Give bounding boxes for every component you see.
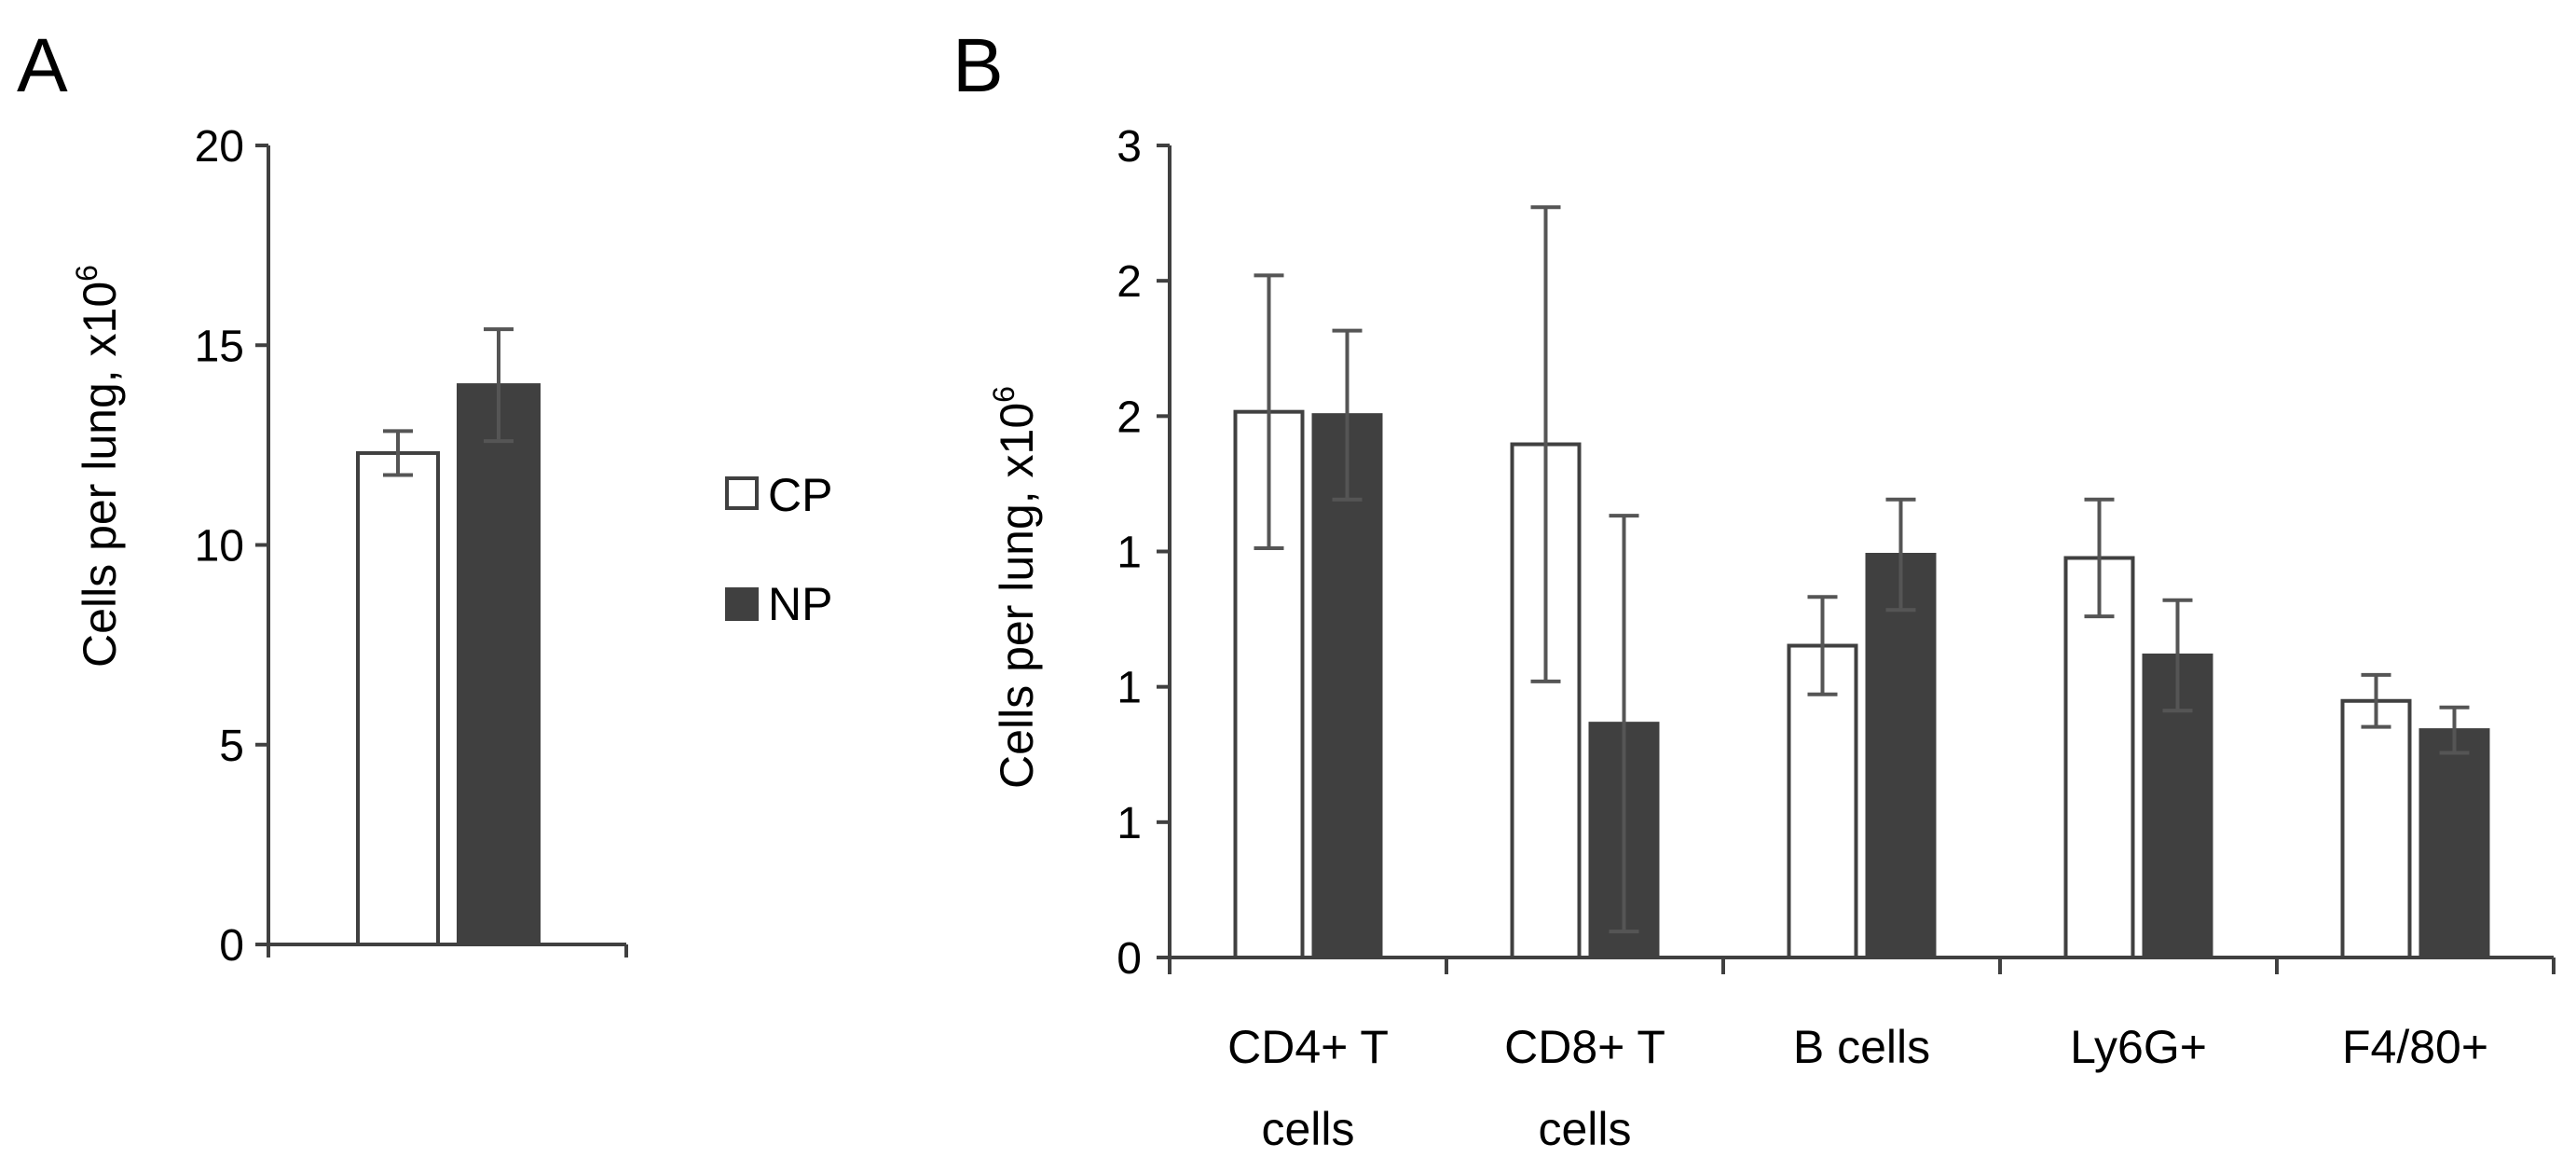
- chart-a-y-tick-label: 0: [219, 921, 244, 971]
- chart-a-y-tick-label: 15: [195, 322, 244, 371]
- chart-b-bar-np: [1311, 413, 1383, 959]
- chart-b-y-axis-label: Cells per lung, x106: [987, 386, 1043, 789]
- chart-b-y-tick-label: 1: [1117, 529, 1142, 578]
- chart-a-y-tick-label: 5: [219, 722, 244, 771]
- chart-b-bar-np: [2418, 728, 2490, 959]
- legend-label-cp: CP: [768, 469, 832, 521]
- panel-label-b: B: [952, 23, 1004, 108]
- panel-label-a: A: [17, 23, 68, 108]
- chart-b-y-tick-label: 0: [1117, 934, 1142, 984]
- chart-a-axes: [267, 145, 628, 957]
- chart-a-bar-cp: [356, 450, 440, 946]
- chart-b-bar-np: [1865, 552, 1937, 959]
- chart-b-category-label: Ly6G+: [2070, 1021, 2207, 1073]
- chart-b-category-label: F4/80+: [2342, 1021, 2488, 1073]
- chart-b-bar-cp: [2340, 698, 2412, 959]
- legend: CP NP: [725, 469, 832, 630]
- chart-b-y-tick-label: 1: [1117, 664, 1142, 713]
- chart-b-category-label: cells: [1538, 1103, 1631, 1155]
- chart-a-y-ticks: 0 5 10 15 20: [195, 122, 268, 971]
- legend-swatch-np: [725, 587, 759, 621]
- chart-a: 0 5 10 15 20 Cells per lung, x106: [70, 122, 628, 971]
- chart-b-category-label: CD8+ T: [1504, 1021, 1665, 1073]
- chart-a-bar-np: [457, 383, 541, 947]
- chart-b-y-ticks: 0 1 1 1 2 2 3: [1117, 122, 1170, 984]
- chart-b-category-label: CD4+ T: [1227, 1021, 1389, 1073]
- chart-b-y-tick-label: 1: [1117, 799, 1142, 848]
- chart-a-y-tick-label: 20: [195, 122, 244, 172]
- chart-a-y-axis-label: Cells per lung, x106: [70, 265, 126, 668]
- chart-b-category-label: B cells: [1793, 1021, 1930, 1073]
- chart-b: 0 1 1 1 2 2 3 CD4+ T cells CD8+ T cells B cells Ly6…: [987, 122, 2555, 1155]
- legend-label-np: NP: [768, 578, 832, 630]
- chart-a-y-tick-label: 10: [195, 522, 244, 572]
- chart-b-category-labels: CD4+ T cells CD8+ T cells B cells Ly6G+ F4/80+: [1227, 1021, 2488, 1155]
- chart-b-category-label: cells: [1261, 1103, 1354, 1155]
- chart-a-bars: [356, 327, 541, 947]
- chart-b-bar-cp: [2063, 556, 2135, 960]
- legend-swatch-cp: [725, 476, 759, 510]
- chart-b-y-tick-label: 2: [1117, 257, 1142, 307]
- chart-b-y-tick-label: 3: [1117, 122, 1142, 172]
- chart-b-bars: [1233, 205, 2490, 960]
- chart-b-y-tick-label: 2: [1117, 393, 1142, 442]
